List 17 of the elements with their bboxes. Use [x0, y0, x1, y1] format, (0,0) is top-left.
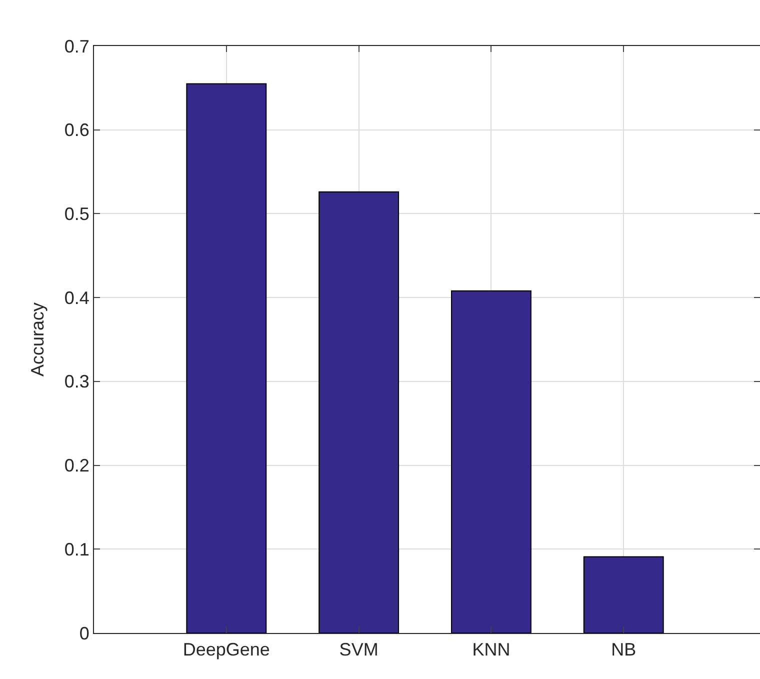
- y-tick-label: 0.6: [64, 120, 90, 140]
- y-tick-label: 0.1: [64, 539, 90, 560]
- y-axis-title: Accuracy: [28, 302, 48, 377]
- bar: [318, 191, 400, 633]
- y-tick-label: 0.2: [64, 456, 90, 476]
- x-tick-label: SVM: [339, 640, 378, 660]
- x-tick-label: KNN: [472, 640, 510, 660]
- bar: [583, 556, 664, 633]
- y-tick-label: 0.7: [64, 36, 90, 56]
- y-tick-label: 0.3: [64, 372, 90, 392]
- bar: [186, 83, 267, 633]
- bar: [451, 290, 532, 633]
- x-tick-label: NB: [611, 640, 636, 660]
- y-tick-label: 0.4: [64, 288, 90, 308]
- x-tick-label: DeepGene: [182, 640, 270, 660]
- y-tick-label: 0.5: [64, 204, 90, 224]
- y-tick-label: 0: [79, 623, 90, 644]
